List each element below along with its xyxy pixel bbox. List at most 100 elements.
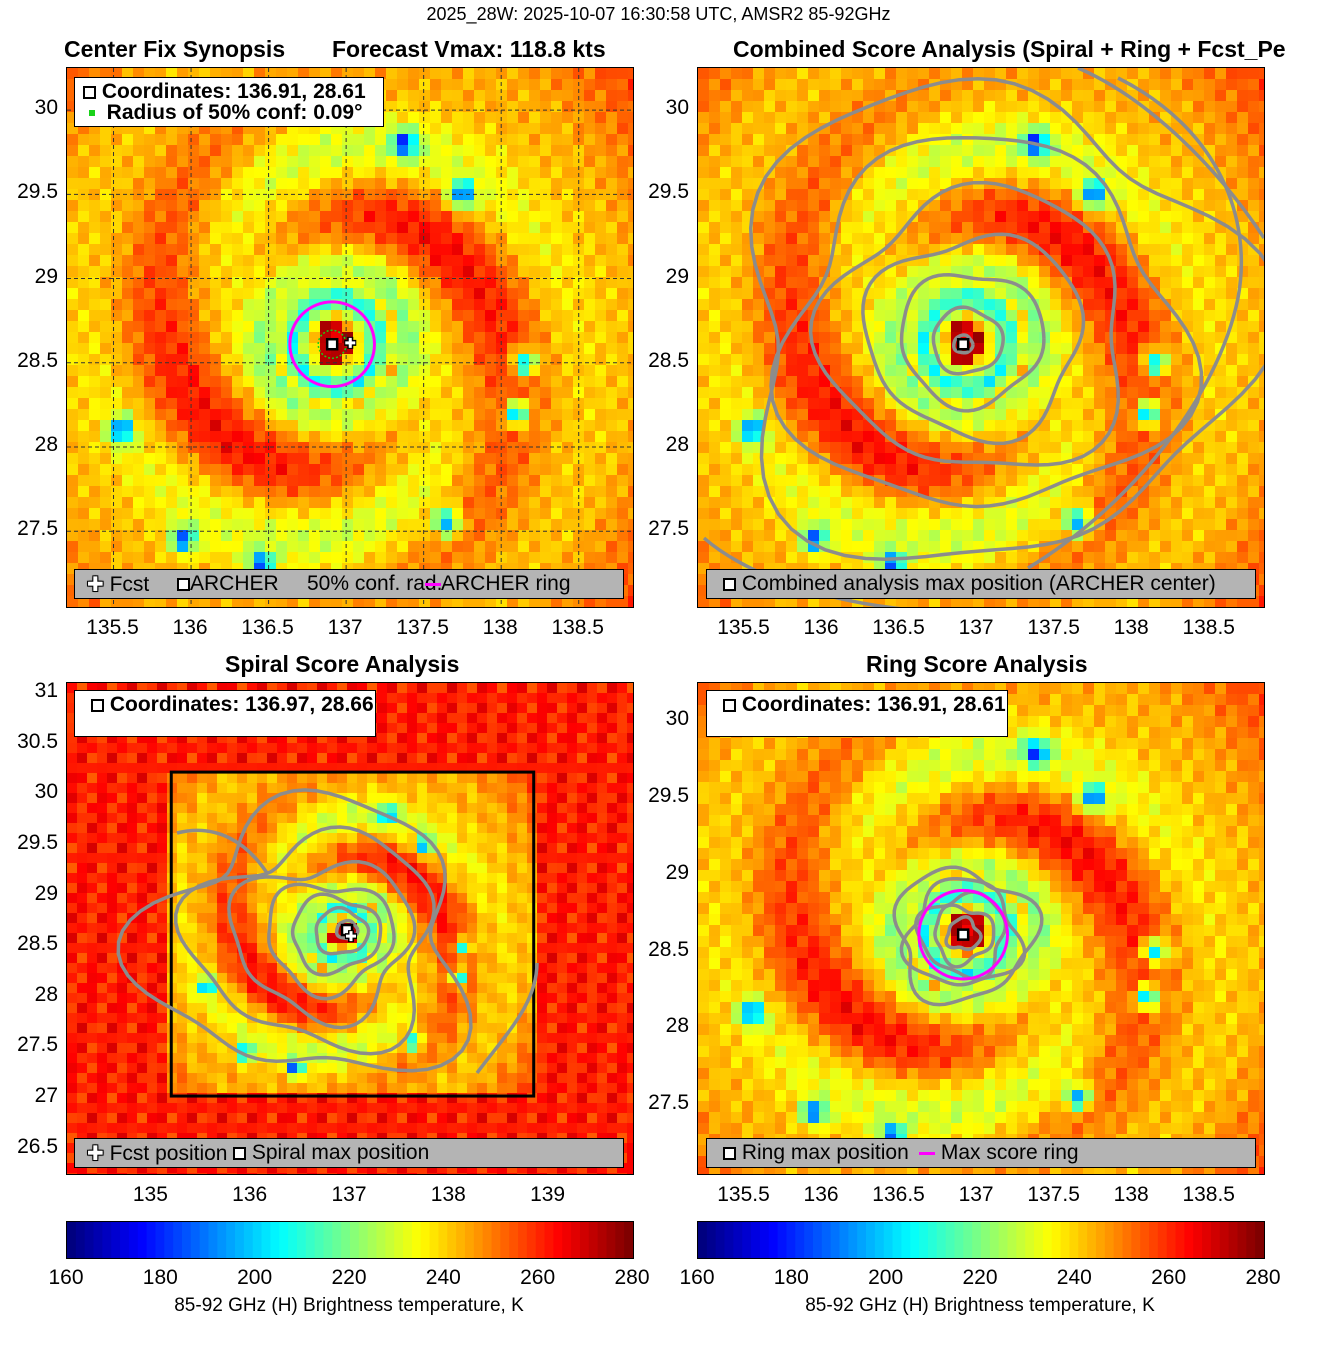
heat-cell <box>562 244 574 256</box>
heat-cell <box>1127 68 1139 80</box>
heat-cell <box>962 310 974 322</box>
heat-cell <box>529 354 541 366</box>
heat-cell <box>243 354 255 366</box>
heat-cell <box>155 288 167 300</box>
heat-cell <box>188 343 200 355</box>
heat-cell <box>951 222 963 234</box>
heat-cell <box>485 123 497 135</box>
heat-cell <box>1094 288 1106 300</box>
heat-cell <box>89 156 101 168</box>
heat-cell <box>441 596 453 607</box>
heat-cell <box>386 376 398 388</box>
heat-cell <box>254 233 266 245</box>
heat-cell <box>320 123 332 135</box>
heat-cell <box>1193 145 1205 157</box>
heat-cell <box>122 211 134 223</box>
heat-cell <box>1138 343 1150 355</box>
heat-cell <box>1215 233 1227 245</box>
heat-cell <box>1193 299 1205 311</box>
heat-cell <box>419 200 431 212</box>
heat-cell <box>984 266 996 278</box>
heat-cell <box>133 464 145 476</box>
heat-cell <box>1149 486 1161 498</box>
heat-cell <box>1039 288 1051 300</box>
heat-cell <box>1017 332 1029 344</box>
heat-cell <box>1182 310 1194 322</box>
heat-cell <box>144 189 156 201</box>
heat-cell <box>1215 178 1227 190</box>
heat-cell <box>951 508 963 520</box>
heat-cell <box>731 519 743 531</box>
heat-cell <box>67 519 79 531</box>
heat-cell <box>408 79 420 91</box>
heat-cell <box>232 497 244 509</box>
heat-cell <box>1094 475 1106 487</box>
heat-cell <box>430 442 442 454</box>
heat-cell <box>1028 398 1040 410</box>
heat-cell <box>100 563 112 575</box>
heat-cell <box>221 365 233 377</box>
heat-cell <box>133 365 145 377</box>
heat-cell <box>1248 486 1260 498</box>
heat-cell <box>606 101 618 113</box>
heat-cell <box>243 233 255 245</box>
heat-cell <box>896 211 908 223</box>
heat-cell <box>573 299 585 311</box>
heat-cell <box>1149 134 1161 146</box>
heat-cell <box>984 255 996 267</box>
heat-cell <box>78 365 90 377</box>
heat-cell <box>100 475 112 487</box>
heat-cell <box>386 134 398 146</box>
heat-cell <box>474 288 486 300</box>
heat-cell <box>133 431 145 443</box>
heat-cell <box>221 563 233 575</box>
heat-cell <box>775 123 787 135</box>
heat-cell <box>731 409 743 421</box>
heat-cell <box>287 244 299 256</box>
heat-cell <box>210 321 222 333</box>
heat-cell <box>1116 475 1128 487</box>
heat-cell <box>100 123 112 135</box>
heat-cell <box>331 387 343 399</box>
heat-cell <box>441 552 453 564</box>
heat-cell <box>1083 420 1095 432</box>
heat-cell <box>386 288 398 300</box>
heat-cell <box>89 178 101 190</box>
heat-cell <box>331 398 343 410</box>
heat-cell <box>518 332 530 344</box>
heat-cell <box>819 244 831 256</box>
heat-cell <box>353 288 365 300</box>
heat-cell <box>551 79 563 91</box>
center-marker <box>325 337 339 351</box>
heat-cell <box>1083 167 1095 179</box>
heat-cell <box>265 365 277 377</box>
heat-cell <box>111 398 123 410</box>
heat-cell <box>874 299 886 311</box>
heat-cell <box>375 321 387 333</box>
heat-cell <box>67 541 79 553</box>
heat-cell <box>386 200 398 212</box>
heat-cell <box>628 508 633 520</box>
heat-cell <box>496 365 508 377</box>
heat-cell <box>496 222 508 234</box>
heat-cell <box>353 464 365 476</box>
heat-cell <box>1248 299 1260 311</box>
heat-cell <box>507 541 519 553</box>
heat-cell <box>1259 288 1264 300</box>
heat-cell <box>731 233 743 245</box>
heat-cell <box>452 178 464 190</box>
heat-cell <box>1017 442 1029 454</box>
heat-cell <box>595 387 607 399</box>
heat-cell <box>562 68 574 80</box>
heat-cell <box>1017 255 1029 267</box>
heat-cell <box>122 244 134 256</box>
heat-cell <box>1017 112 1029 124</box>
heat-cell <box>606 244 618 256</box>
heat-cell <box>940 563 952 575</box>
heat-cell <box>1061 376 1073 388</box>
heat-cell <box>1149 563 1161 575</box>
heat-cell <box>1006 420 1018 432</box>
heat-cell <box>518 596 530 607</box>
heat-cell <box>1248 530 1260 542</box>
heat-cell <box>67 431 79 443</box>
